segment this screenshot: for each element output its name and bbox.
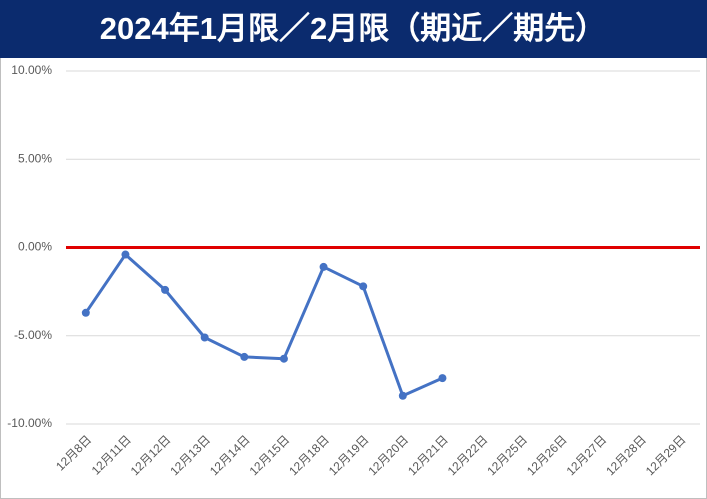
y-tick-label: 10.00% — [11, 63, 52, 77]
data-point — [359, 282, 368, 291]
data-point — [279, 354, 288, 363]
y-tick-label: -5.00% — [14, 328, 52, 342]
data-point — [81, 308, 90, 317]
y-tick-label: 0.00% — [18, 240, 52, 254]
data-point — [240, 352, 249, 361]
y-tick-label: 5.00% — [18, 151, 52, 165]
y-tick-label: -10.00% — [7, 416, 52, 430]
data-point — [438, 374, 447, 383]
series-line — [84, 253, 444, 398]
data-point — [161, 285, 170, 294]
data-point — [121, 250, 130, 259]
data-point — [398, 391, 407, 400]
data-point — [200, 333, 209, 342]
chart-title: 2024年1月限／2月限（期近／期先） — [100, 11, 606, 46]
title-bar — [0, 0, 707, 58]
data-point — [319, 262, 328, 271]
